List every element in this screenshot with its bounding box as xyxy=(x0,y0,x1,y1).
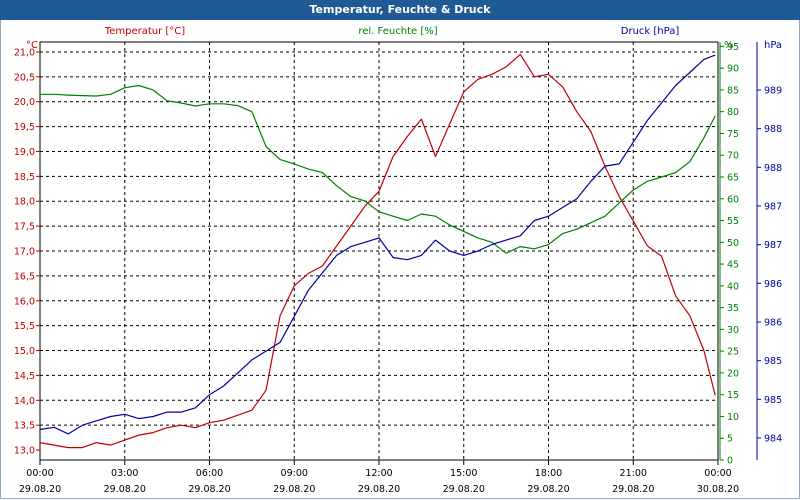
humidity-tick-label: 40 xyxy=(727,281,739,292)
humidity-tick-label: 65 xyxy=(727,172,739,183)
temperature-tick-label: 17,0 xyxy=(14,247,35,258)
temperature-tick-label: 20,5 xyxy=(14,72,35,83)
temperature-tick-label: 14,0 xyxy=(14,396,35,407)
temperature-tick-label: 18,5 xyxy=(14,172,35,183)
x-tick-time-label: 00:00 xyxy=(26,468,53,479)
pressure-tick-label: 985 xyxy=(764,395,782,406)
pressure-tick-label: 985 xyxy=(764,356,782,367)
humidity-tick-label: 15 xyxy=(727,390,739,401)
temperature-tick-label: 13,5 xyxy=(14,421,35,432)
temperature-unit: °C xyxy=(26,40,38,51)
humidity-tick-label: 45 xyxy=(727,260,739,271)
x-tick-date-label: 29.08.20 xyxy=(612,484,654,495)
temperature-tick-label: 15,5 xyxy=(14,321,35,332)
humidity-tick-label: 55 xyxy=(727,216,739,227)
x-tick-time-label: 00:00 xyxy=(704,468,731,479)
x-tick-time-label: 09:00 xyxy=(281,468,308,479)
humidity-tick-label: 10 xyxy=(727,412,739,423)
humidity-tick-label: 75 xyxy=(727,129,739,140)
x-tick-date-label: 29.08.20 xyxy=(104,484,146,495)
pressure-tick-label: 987 xyxy=(764,240,782,251)
temperature-tick-label: 19,5 xyxy=(14,122,35,133)
pressure-tick-label: 984 xyxy=(764,434,782,445)
temperature-tick-label: 19,0 xyxy=(14,147,35,158)
humidity-tick-label: 25 xyxy=(727,347,739,358)
humidity-tick-label: 35 xyxy=(727,303,739,314)
temperature-tick-label: 13,0 xyxy=(14,446,35,457)
x-tick-date-label: 29.08.20 xyxy=(443,484,485,495)
temperature-tick-label: 21,0 xyxy=(14,47,35,58)
pressure-tick-label: 986 xyxy=(764,279,782,290)
window-title: Temperatur, Feuchte & Druck xyxy=(0,0,800,20)
pressure-axis-label: Druck [hPa] xyxy=(621,26,680,37)
x-tick-time-label: 03:00 xyxy=(111,468,138,479)
humidity-series-line xyxy=(40,84,716,254)
temperature-tick-label: 16,5 xyxy=(14,271,35,282)
x-tick-date-label: 29.08.20 xyxy=(527,484,569,495)
humidity-tick-label: 30 xyxy=(727,325,739,336)
humidity-tick-label: 85 xyxy=(727,85,739,96)
humidity-tick-label: 5 xyxy=(727,434,733,445)
humidity-unit: % xyxy=(724,40,734,51)
humidity-tick-label: 95 xyxy=(727,42,739,53)
x-tick-date-label: 29.08.20 xyxy=(19,484,61,495)
temperature-tick-label: 17,5 xyxy=(14,222,35,233)
x-tick-time-label: 15:00 xyxy=(450,468,477,479)
humidity-axis-label: rel. Feuchte [%] xyxy=(358,26,437,37)
x-tick-date-label: 29.08.20 xyxy=(273,484,315,495)
x-tick-time-label: 12:00 xyxy=(365,468,392,479)
humidity-tick-label: 50 xyxy=(727,238,739,249)
pressure-tick-label: 989 xyxy=(764,86,782,97)
pressure-tick-label: 986 xyxy=(764,318,782,329)
temperature-tick-label: 20,0 xyxy=(14,97,35,108)
x-tick-time-label: 21:00 xyxy=(620,468,647,479)
pressure-unit: hPa xyxy=(764,40,782,51)
x-tick-time-label: 06:00 xyxy=(196,468,223,479)
x-tick-time-label: 18:00 xyxy=(535,468,562,479)
humidity-tick-label: 90 xyxy=(727,64,739,75)
humidity-tick-label: 0 xyxy=(727,456,733,467)
humidity-tick-label: 60 xyxy=(727,194,739,205)
humidity-tick-label: 70 xyxy=(727,151,739,162)
x-tick-date-label: 29.08.20 xyxy=(358,484,400,495)
humidity-tick-label: 80 xyxy=(727,107,739,118)
pressure-tick-label: 987 xyxy=(764,202,782,213)
x-tick-date-label: 30.08.20 xyxy=(697,484,739,495)
temperature-tick-label: 18,0 xyxy=(14,197,35,208)
pressure-tick-label: 988 xyxy=(764,163,782,174)
pressure-series-line xyxy=(39,54,716,435)
temperature-tick-label: 14,5 xyxy=(14,371,35,382)
pressure-tick-label: 988 xyxy=(764,124,782,135)
humidity-tick-label: 20 xyxy=(727,368,739,379)
temperature-axis-label: Temperatur [°C] xyxy=(104,26,185,37)
temperature-tick-label: 15,0 xyxy=(14,346,35,357)
x-tick-date-label: 29.08.20 xyxy=(188,484,230,495)
temperature-tick-label: 16,0 xyxy=(14,296,35,307)
